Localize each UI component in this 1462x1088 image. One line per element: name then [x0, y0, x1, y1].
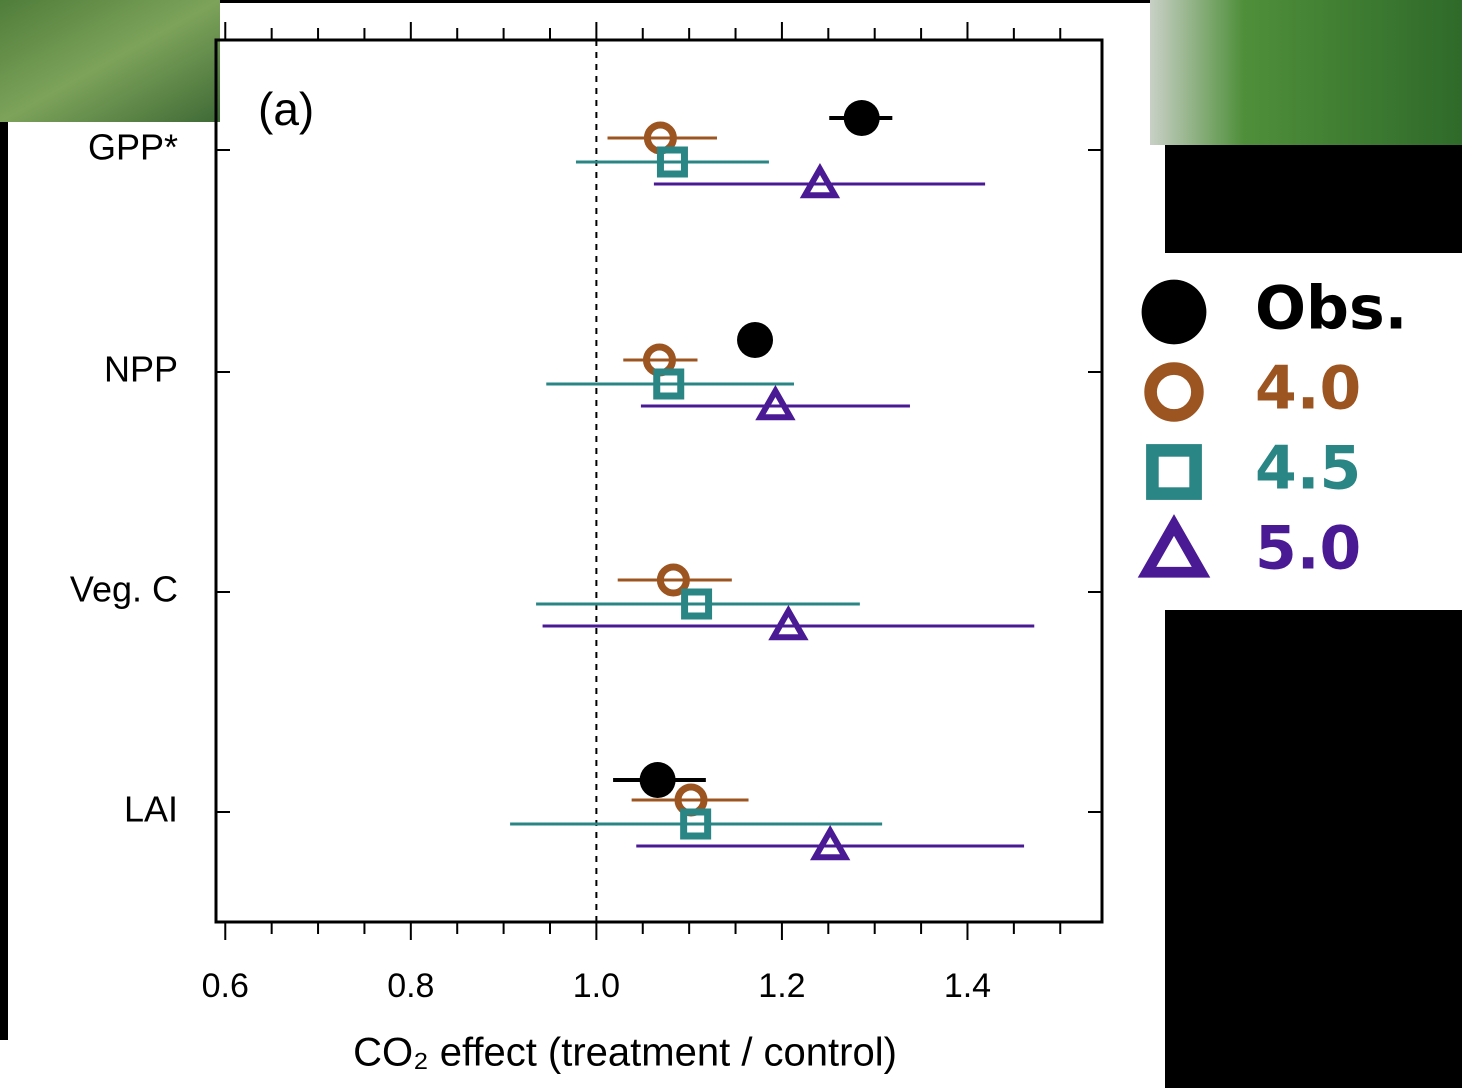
marker [755, 384, 796, 421]
marker [810, 824, 851, 861]
marker [768, 604, 809, 641]
x-axis-label: CO₂ effect (treatment / control) [353, 1031, 897, 1075]
category-label: GPP* [88, 127, 178, 168]
category-label: NPP [104, 349, 178, 390]
marker [843, 100, 880, 136]
x-tick-label: 1.4 [944, 967, 991, 1005]
black-strip [0, 120, 8, 1040]
marker [656, 146, 688, 178]
marker [639, 762, 676, 798]
marker [1146, 444, 1202, 500]
marker [1141, 279, 1207, 345]
black-panel [1165, 610, 1462, 1088]
marker [653, 368, 685, 400]
marker [737, 322, 774, 358]
x-tick-label: 0.6 [202, 967, 249, 1005]
category-label: Veg. C [70, 569, 178, 610]
marker [680, 808, 712, 840]
photo-aerial [0, 0, 220, 122]
category-label: LAI [124, 789, 178, 830]
legend-label: 5.0 [1255, 514, 1361, 584]
black-panel [1165, 145, 1462, 253]
marker [799, 162, 841, 199]
black-strip [220, 0, 1150, 3]
legend-label: 4.5 [1255, 434, 1361, 504]
marker [1144, 362, 1204, 422]
x-tick-label: 0.8 [387, 967, 434, 1005]
marker [1137, 514, 1211, 578]
legend-label: Obs. [1255, 274, 1407, 344]
x-tick-label: 1.2 [758, 967, 805, 1005]
plot-frame [214, 38, 1104, 924]
x-tick-label: 1.0 [573, 967, 620, 1005]
marker [681, 588, 713, 620]
marker [656, 563, 690, 597]
photo-crop [1150, 0, 1462, 145]
legend-label: 4.0 [1255, 354, 1361, 424]
panel-label: (a) [258, 83, 314, 135]
